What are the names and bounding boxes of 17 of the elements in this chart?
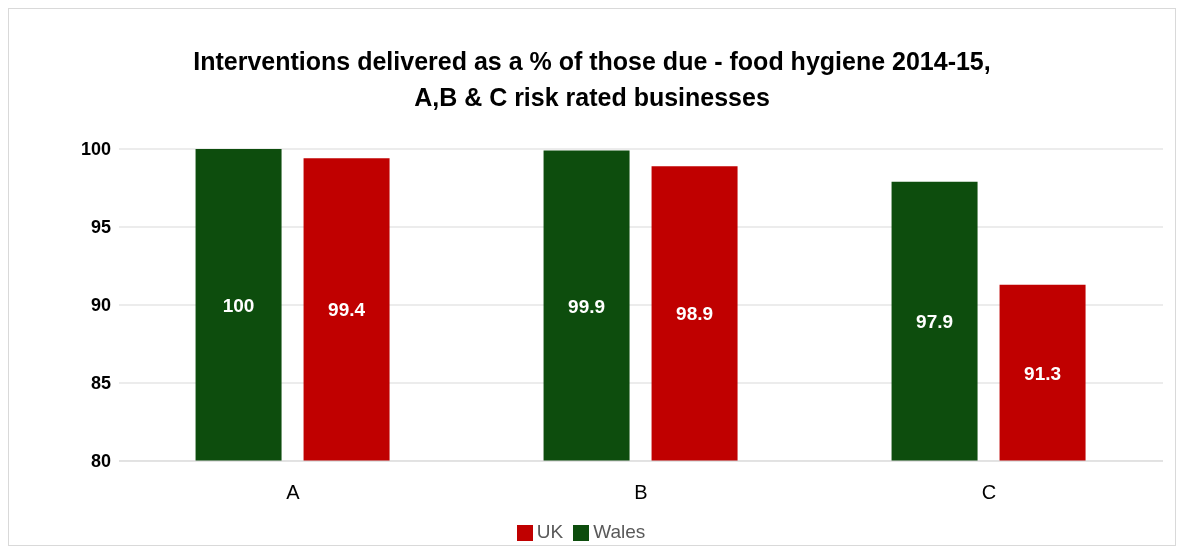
y-tick-label: 100 (80, 139, 111, 160)
data-label: 100 (222, 294, 255, 316)
legend-label: Wales (593, 521, 646, 542)
x-tick-label: A (286, 481, 301, 504)
data-label: 99.9 (568, 295, 606, 317)
y-tick-label: 85 (90, 373, 111, 394)
data-label: 97.9 (916, 311, 954, 333)
data-label: 98.9 (676, 303, 714, 325)
legend-label: UK (536, 521, 564, 542)
data-label: 99.4 (328, 299, 366, 321)
y-tick-label: 95 (90, 217, 111, 238)
x-tick-label: B (634, 481, 648, 504)
y-tick-label: 90 (90, 295, 111, 316)
y-tick-label: 80 (90, 451, 111, 472)
chart-title: Interventions delivered as a % of those due - food hygiene 2014-15, A,B & C risk rated businesses (192, 46, 992, 113)
data-label: 91.3 (1024, 362, 1062, 384)
x-tick-label: C (981, 481, 997, 504)
